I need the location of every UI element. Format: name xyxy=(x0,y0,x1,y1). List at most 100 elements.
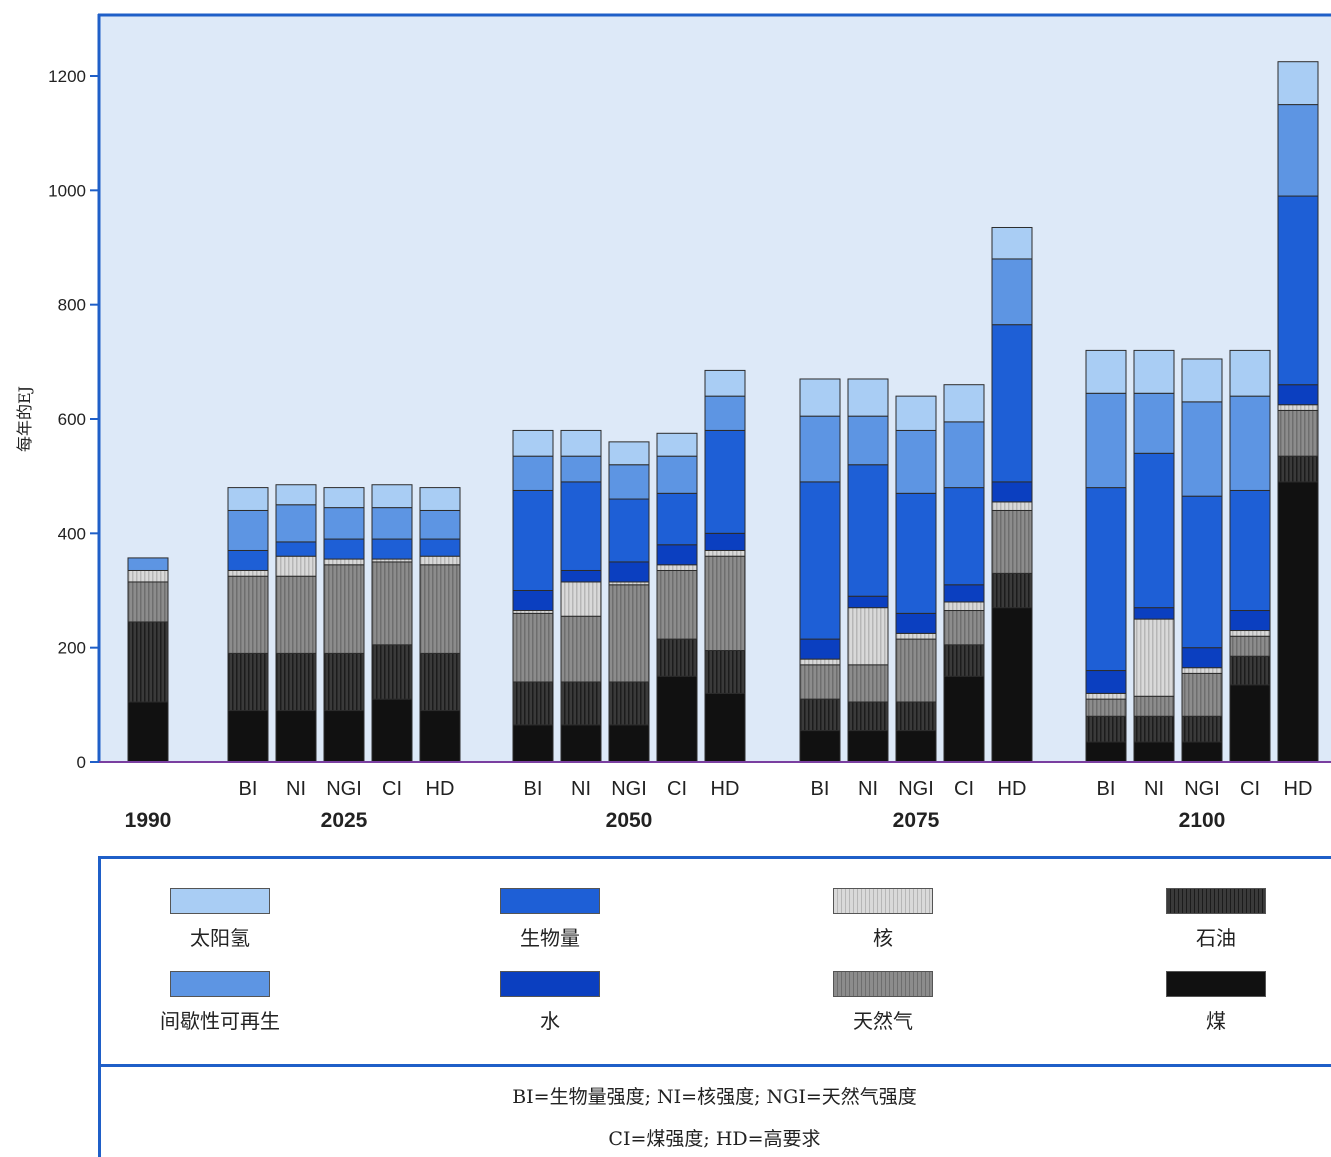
bar-category-label: NI xyxy=(286,778,306,800)
bar-segment xyxy=(1085,349,1127,394)
bar-segment xyxy=(704,395,746,431)
y-tick-label: 0 xyxy=(77,753,86,772)
bar-segment xyxy=(1229,655,1271,686)
bar-segment xyxy=(799,378,841,417)
bar-segment xyxy=(943,601,985,612)
bar-segment xyxy=(419,538,461,557)
bar-segment xyxy=(371,507,413,540)
bar-segment xyxy=(1229,630,1271,637)
bar-segment xyxy=(1133,618,1175,697)
bar-segment xyxy=(512,681,554,726)
bar-segment xyxy=(419,487,461,511)
legend-label: 水 xyxy=(540,1009,560,1033)
bar-segment xyxy=(1181,741,1223,763)
bar-category-label: NGI xyxy=(611,778,647,800)
bar-segment xyxy=(323,652,365,712)
bar-segment xyxy=(275,541,317,557)
bar-segment xyxy=(323,710,365,763)
bar-segment xyxy=(895,395,937,431)
stacked-bar-chart: 0 200 400 600 800 1000 1200 1990 BI NI NGI CI HD 202… xyxy=(15,13,1331,832)
bar-segment xyxy=(275,575,317,654)
bar-segment xyxy=(323,538,365,560)
legend-label: 间歇性可再生 xyxy=(160,1009,280,1033)
bar-segment xyxy=(847,464,889,597)
bar-segment xyxy=(1181,715,1223,743)
bar-segment xyxy=(608,561,650,583)
bar-segment xyxy=(127,557,169,571)
legend-swatch xyxy=(170,971,270,997)
bar-segment xyxy=(1277,61,1319,106)
bar-category-label: BI xyxy=(1097,778,1116,800)
bars-layer xyxy=(127,61,1319,763)
bar-category-label: NI xyxy=(571,778,591,800)
bar-segment xyxy=(227,487,269,511)
bar-segment xyxy=(1277,195,1319,386)
legend-swatch xyxy=(833,971,933,997)
bar-segment xyxy=(419,509,461,540)
legend-label: 石油 xyxy=(1196,926,1236,950)
bar-segment xyxy=(127,569,169,583)
bar-segment xyxy=(371,644,413,700)
bar-category-label: BI xyxy=(524,778,543,800)
bar-segment xyxy=(227,652,269,712)
bar-category-label: BI xyxy=(239,778,258,800)
bar-segment xyxy=(1133,695,1175,717)
bar-segment xyxy=(847,730,889,763)
bar-segment xyxy=(1085,670,1127,694)
bar-segment xyxy=(847,607,889,666)
bar-segment xyxy=(371,538,413,560)
bar-segment xyxy=(656,455,698,494)
bar-segment xyxy=(512,590,554,612)
bar-segment xyxy=(608,724,650,763)
legend-item-nuclear: 核 xyxy=(763,888,1003,951)
bar-segment xyxy=(799,481,841,640)
bar-segment xyxy=(943,487,985,586)
bar-segment xyxy=(227,575,269,654)
legend-label: 生物量 xyxy=(520,926,580,950)
bar-category-label: CI xyxy=(382,778,402,800)
bar-segment xyxy=(275,710,317,763)
bar-segment xyxy=(1277,409,1319,457)
bar-segment xyxy=(991,509,1033,574)
bar-segment xyxy=(991,324,1033,483)
bar-segment xyxy=(704,555,746,652)
bar-segment xyxy=(1133,741,1175,763)
year-group-label: 1990 xyxy=(125,809,172,832)
bar-segment xyxy=(1229,395,1271,491)
bar-category-label: BI xyxy=(811,778,830,800)
bar-segment xyxy=(275,504,317,543)
bar-segment xyxy=(1133,349,1175,394)
bar-segment xyxy=(323,558,365,566)
bar-segment xyxy=(1181,401,1223,497)
bar-segment xyxy=(371,484,413,509)
legend-item-oil: 石油 xyxy=(1096,888,1331,951)
bar-segment xyxy=(656,544,698,566)
bar-segment xyxy=(560,455,602,483)
bar-segment xyxy=(991,226,1033,260)
bar-segment xyxy=(1229,635,1271,657)
bar-segment xyxy=(704,429,746,534)
bar-segment xyxy=(1133,452,1175,609)
bar-segment xyxy=(799,698,841,732)
abbreviation-note-2: CI=煤强度; HD=高要求 xyxy=(608,1128,821,1150)
bar-segment xyxy=(895,429,937,494)
bar-segment xyxy=(895,730,937,763)
bar-segment xyxy=(560,724,602,763)
bar-segment xyxy=(847,415,889,466)
bar-category-label: NI xyxy=(1144,778,1164,800)
legend-label: 天然气 xyxy=(853,1009,913,1033)
bar-segment xyxy=(943,675,985,763)
bar-segment xyxy=(512,612,554,683)
bar-segment xyxy=(560,681,602,726)
bar-segment xyxy=(704,692,746,763)
bar-segment xyxy=(371,698,413,763)
legend-item-coal: 煤 xyxy=(1096,971,1331,1034)
y-tick-label: 400 xyxy=(58,524,86,543)
legend-swatch xyxy=(833,888,933,914)
bar-segment xyxy=(1181,647,1223,669)
bar-category-label: CI xyxy=(1240,778,1260,800)
bar-segment xyxy=(991,572,1033,609)
bar-segment xyxy=(1085,715,1127,743)
bar-segment xyxy=(560,569,602,583)
bar-segment xyxy=(704,650,746,694)
